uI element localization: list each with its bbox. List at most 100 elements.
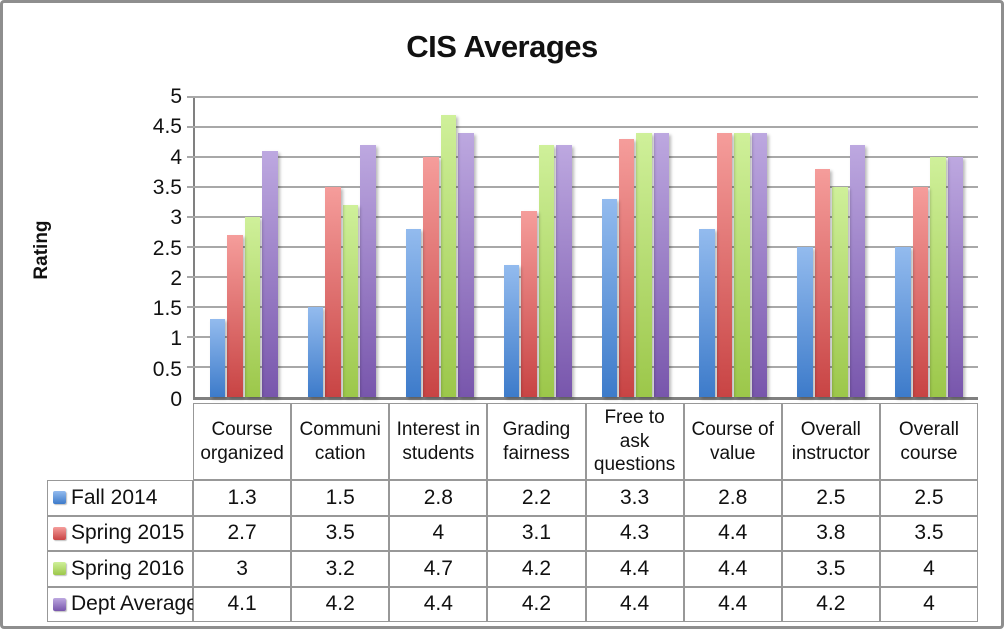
table-value-cell: 2.5	[879, 480, 978, 516]
bar-group	[293, 97, 391, 397]
y-tick-label: 2.5	[152, 236, 182, 260]
bar-group	[391, 97, 489, 397]
y-tick-label: 1.5	[152, 297, 182, 321]
table-value-cell: 3.8	[781, 515, 880, 551]
series-row-label: Dept Average	[47, 586, 198, 622]
bar	[405, 229, 422, 397]
grid-line	[187, 276, 978, 278]
table-header-cell: Course organized	[193, 403, 292, 480]
table-header-cell: Grading fairness	[487, 403, 586, 480]
table-value-cell: 4.4	[683, 551, 782, 587]
table-value-cell: 3.5	[291, 515, 390, 551]
table-value-cell: 3.3	[585, 480, 684, 516]
bar	[556, 145, 572, 397]
table-value-cell: 4.1	[193, 586, 292, 622]
table-value-cell: 2.8	[389, 480, 488, 516]
bar-group	[782, 97, 880, 397]
table-value-cell: 2.8	[683, 480, 782, 516]
table-value-cell: 2.7	[193, 515, 292, 551]
bar	[440, 115, 457, 397]
series-name: Spring 2015	[71, 521, 185, 545]
bar	[601, 199, 617, 397]
table-header-cell: Overall course	[879, 403, 978, 480]
grid-line	[187, 306, 978, 308]
bar	[262, 151, 278, 397]
bar	[325, 187, 341, 397]
bar	[538, 145, 555, 397]
table-header-cell: Course of value	[683, 403, 782, 480]
table-value-cell: 3.5	[781, 551, 880, 587]
series-row-label: Spring 2016	[47, 551, 193, 587]
table-value-cell: 1.3	[193, 480, 292, 516]
bar	[360, 145, 376, 397]
bar	[947, 157, 963, 397]
y-tick-label: 4.5	[152, 115, 182, 139]
table-value-cell: 4.4	[683, 515, 782, 551]
bar	[423, 157, 439, 397]
bar	[832, 187, 848, 397]
table-value-cell: 3.2	[291, 551, 390, 587]
bar	[751, 133, 768, 397]
bar	[636, 133, 652, 397]
table-corner-blank	[47, 403, 193, 480]
y-tick-label: 5	[170, 85, 182, 108]
y-tick-label: 2	[170, 266, 182, 290]
y-tick-label: 3.5	[152, 175, 182, 199]
bar-group	[195, 97, 293, 397]
bar	[618, 139, 635, 397]
grid-line	[187, 96, 978, 98]
plot-area	[187, 96, 978, 400]
table-value-cell: 4.4	[389, 586, 488, 622]
table-value-cell: 2.5	[781, 480, 880, 516]
bar	[458, 133, 474, 397]
table-value-cell: 4.3	[585, 515, 684, 551]
y-axis-tick-layer: 5 4.5 4 3.5 3 2.5 2 1.5 1 0.5 0	[3, 85, 182, 411]
series-row-label: Fall 2014	[47, 480, 193, 516]
table-value-cell: 4.2	[487, 551, 586, 587]
bar	[210, 319, 226, 397]
series-name: Dept Average	[71, 592, 198, 616]
table-value-cell: 4	[879, 586, 978, 622]
y-tick-label: 0	[170, 388, 182, 411]
bar	[699, 229, 715, 397]
table-value-cell: 4	[879, 551, 978, 587]
bar	[734, 133, 750, 397]
bar	[912, 187, 929, 397]
y-tick-label: 0.5	[152, 357, 182, 381]
table-value-cell: 1.5	[291, 480, 390, 516]
grid-line	[187, 186, 978, 188]
table-value-cell: 4.2	[487, 586, 586, 622]
bar	[895, 247, 911, 397]
series-name: Fall 2014	[71, 485, 158, 509]
table-value-cell: 3.5	[879, 515, 978, 551]
bar-group	[880, 97, 978, 397]
table-value-cell: 3.1	[487, 515, 586, 551]
bar	[653, 133, 670, 397]
bar	[797, 247, 813, 397]
table-value-cell: 4.4	[683, 586, 782, 622]
legend-swatch	[53, 491, 66, 505]
bar	[503, 265, 520, 397]
bar-group	[684, 97, 782, 397]
table-value-cell: 4.7	[389, 551, 488, 587]
legend-swatch	[53, 597, 66, 611]
y-tick-label: 3	[170, 206, 182, 230]
table-header-cell: Overall instructor	[781, 403, 880, 480]
legend-swatch	[53, 562, 66, 576]
table-header-cell: Communi cation	[291, 403, 390, 480]
table-value-cell: 4.2	[781, 586, 880, 622]
bar	[342, 205, 359, 397]
table-value-cell: 4	[389, 515, 488, 551]
table-header-cell: Free to ask questions	[585, 403, 684, 480]
bar	[307, 307, 324, 397]
bar	[227, 235, 243, 397]
grid-line	[187, 126, 978, 128]
bar-group	[489, 97, 587, 397]
bar	[521, 211, 537, 397]
table-header-cell: Interest in students	[389, 403, 488, 480]
data-table: Course organized Communi cation Interest i…	[47, 403, 978, 622]
bar	[716, 133, 733, 397]
chart-title: CIS Averages	[406, 29, 598, 64]
table-value-cell: 2.2	[487, 480, 586, 516]
